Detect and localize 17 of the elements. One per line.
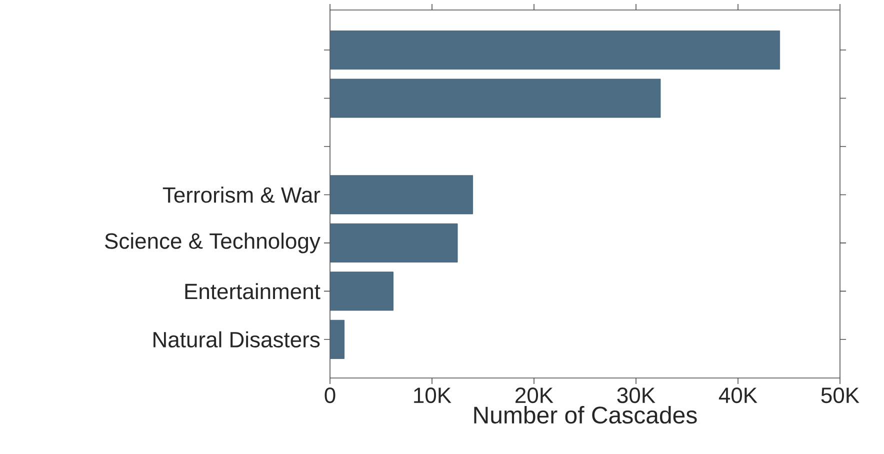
bar (330, 272, 394, 311)
x-axis-title: Number of Cascades (474, 406, 697, 424)
bar (330, 320, 344, 359)
y-tick-label: Terrorism & War (162, 186, 320, 203)
y-tick-label: Science & Technology (105, 232, 320, 254)
x-tick-label: 10K (414, 388, 452, 404)
bar (330, 223, 458, 262)
y-tick-label: Natural Disasters (154, 331, 320, 348)
x-tick-label: 20K (516, 388, 554, 404)
bar (330, 78, 661, 118)
bar (330, 30, 780, 70)
bar (330, 175, 473, 214)
x-tick-label: 40K (718, 388, 758, 404)
x-tick-label: 0 (324, 388, 336, 404)
y-tick-label: Entertainment (185, 283, 320, 300)
x-tick-label: 50K (821, 388, 860, 404)
x-tick-label: 30K (617, 388, 656, 404)
